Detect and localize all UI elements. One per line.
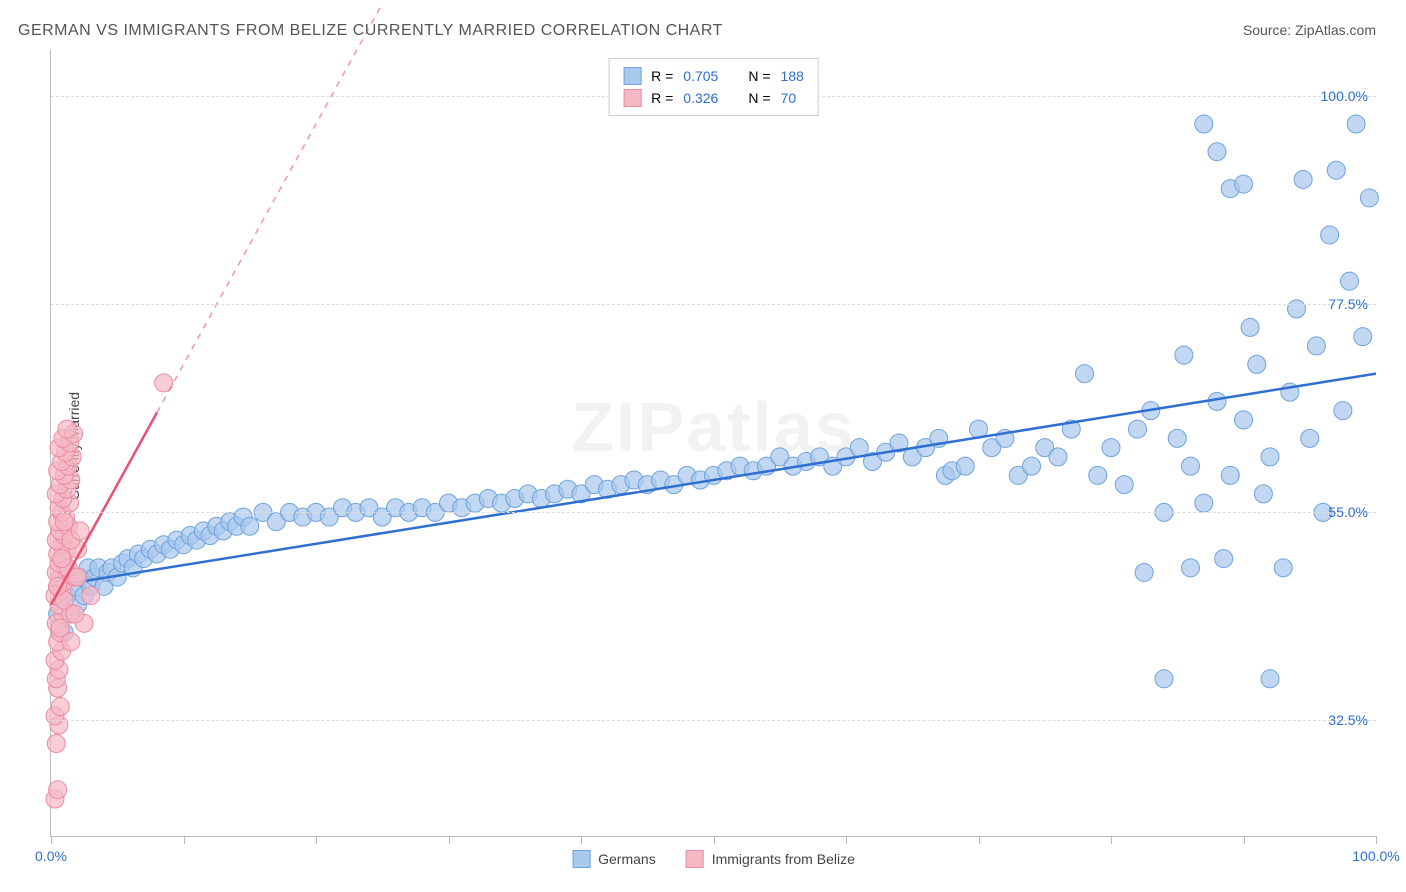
gridline-h bbox=[51, 720, 1376, 721]
data-point bbox=[1274, 559, 1292, 577]
data-point bbox=[66, 605, 84, 623]
series-label-belize: Immigrants from Belize bbox=[712, 851, 855, 867]
n-label: N = bbox=[748, 68, 770, 84]
x-tick bbox=[581, 836, 582, 844]
data-point bbox=[1261, 670, 1279, 688]
r-label: R = bbox=[651, 68, 673, 84]
data-point bbox=[1334, 402, 1352, 420]
legend-item-belize: Immigrants from Belize bbox=[686, 850, 855, 868]
r-label: R = bbox=[651, 90, 673, 106]
x-tick bbox=[449, 836, 450, 844]
x-tick bbox=[979, 836, 980, 844]
data-point bbox=[1221, 466, 1239, 484]
scatter-svg bbox=[51, 50, 1376, 836]
data-point bbox=[47, 735, 65, 753]
correlation-legend: R = 0.705 N = 188 R = 0.326 N = 70 bbox=[608, 58, 819, 116]
data-point bbox=[1049, 448, 1067, 466]
data-point bbox=[1235, 175, 1253, 193]
data-point bbox=[1235, 411, 1253, 429]
y-tick-label: 55.0% bbox=[1328, 504, 1368, 520]
data-point bbox=[1182, 457, 1200, 475]
data-point bbox=[71, 522, 89, 540]
data-point bbox=[1023, 457, 1041, 475]
x-tick bbox=[184, 836, 185, 844]
data-point bbox=[1248, 355, 1266, 373]
data-point bbox=[1301, 429, 1319, 447]
data-point bbox=[1168, 429, 1186, 447]
x-tick bbox=[1111, 836, 1112, 844]
swatch-germans bbox=[623, 67, 641, 85]
data-point bbox=[49, 781, 67, 799]
x-tick-label: 0.0% bbox=[35, 848, 67, 864]
legend-row-germans: R = 0.705 N = 188 bbox=[623, 65, 804, 87]
data-point bbox=[1307, 337, 1325, 355]
series-legend: Germans Immigrants from Belize bbox=[572, 850, 855, 868]
gridline-h bbox=[51, 512, 1376, 513]
data-point bbox=[62, 633, 80, 651]
data-point bbox=[1215, 550, 1233, 568]
gridline-h bbox=[51, 304, 1376, 305]
legend-item-germans: Germans bbox=[572, 850, 656, 868]
data-point bbox=[1321, 226, 1339, 244]
x-tick bbox=[51, 836, 52, 844]
x-tick bbox=[316, 836, 317, 844]
data-point bbox=[1195, 115, 1213, 133]
data-point bbox=[53, 550, 71, 568]
series-label-germans: Germans bbox=[598, 851, 656, 867]
swatch-belize bbox=[623, 89, 641, 107]
data-point bbox=[1254, 485, 1272, 503]
data-point bbox=[1182, 559, 1200, 577]
swatch-belize-bottom bbox=[686, 850, 704, 868]
chart-title: GERMAN VS IMMIGRANTS FROM BELIZE CURRENT… bbox=[18, 22, 723, 40]
n-label: N = bbox=[748, 90, 770, 106]
n-value-belize: 70 bbox=[781, 90, 797, 106]
regression-line-solid bbox=[51, 374, 1376, 587]
data-point bbox=[58, 420, 76, 438]
data-point bbox=[1354, 328, 1372, 346]
data-point bbox=[1347, 115, 1365, 133]
data-point bbox=[1327, 161, 1345, 179]
n-value-germans: 188 bbox=[781, 68, 804, 84]
data-point bbox=[1294, 170, 1312, 188]
data-point bbox=[1241, 318, 1259, 336]
source-label: Source: ZipAtlas.com bbox=[1243, 22, 1376, 38]
data-point bbox=[1341, 272, 1359, 290]
data-point bbox=[1360, 189, 1378, 207]
data-point bbox=[1208, 143, 1226, 161]
data-point bbox=[1175, 346, 1193, 364]
y-tick-label: 32.5% bbox=[1328, 712, 1368, 728]
data-point bbox=[1076, 365, 1094, 383]
data-point bbox=[1288, 300, 1306, 318]
data-point bbox=[1155, 670, 1173, 688]
r-value-belize: 0.326 bbox=[683, 90, 718, 106]
data-point bbox=[241, 517, 259, 535]
x-tick bbox=[1244, 836, 1245, 844]
data-point bbox=[850, 439, 868, 457]
data-point bbox=[956, 457, 974, 475]
data-point bbox=[1115, 476, 1133, 494]
data-point bbox=[69, 568, 87, 586]
data-point bbox=[1089, 466, 1107, 484]
data-point bbox=[82, 587, 100, 605]
y-tick-label: 100.0% bbox=[1321, 88, 1368, 104]
legend-row-belize: R = 0.326 N = 70 bbox=[623, 87, 804, 109]
data-point bbox=[1195, 494, 1213, 512]
data-point bbox=[1261, 448, 1279, 466]
data-point bbox=[1129, 420, 1147, 438]
plot-area: ZIPatlas R = 0.705 N = 188 R = 0.326 N =… bbox=[50, 50, 1376, 837]
y-tick-label: 77.5% bbox=[1328, 296, 1368, 312]
x-tick bbox=[846, 836, 847, 844]
r-value-germans: 0.705 bbox=[683, 68, 718, 84]
chart-container: GERMAN VS IMMIGRANTS FROM BELIZE CURRENT… bbox=[0, 0, 1406, 892]
data-point bbox=[1135, 563, 1153, 581]
data-point bbox=[1102, 439, 1120, 457]
swatch-germans-bottom bbox=[572, 850, 590, 868]
regression-line-dashed bbox=[157, 4, 382, 413]
data-point bbox=[55, 513, 73, 531]
data-point bbox=[51, 698, 69, 716]
x-tick bbox=[1376, 836, 1377, 844]
x-tick-label: 100.0% bbox=[1352, 848, 1399, 864]
x-tick bbox=[714, 836, 715, 844]
